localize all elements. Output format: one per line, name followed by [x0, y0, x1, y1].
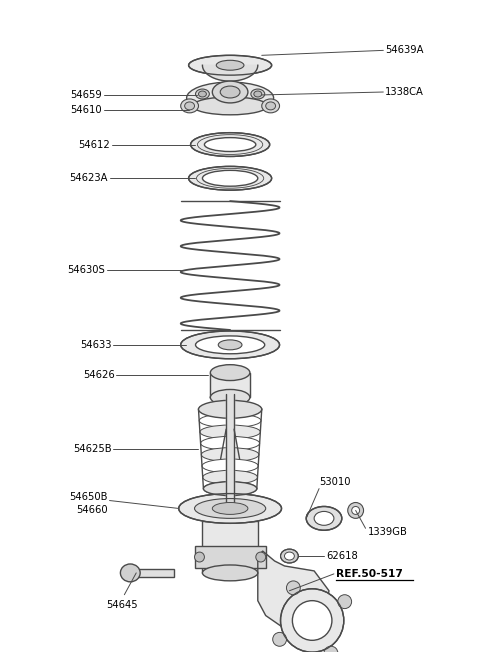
Bar [136, 569, 174, 577]
Ellipse shape [220, 86, 240, 98]
Text: 54630S: 54630S [67, 265, 105, 276]
Ellipse shape [200, 425, 260, 439]
Text: 54623A: 54623A [69, 174, 108, 183]
Text: 54639A: 54639A [385, 45, 424, 56]
Ellipse shape [204, 138, 256, 151]
Ellipse shape [338, 595, 352, 608]
Ellipse shape [352, 506, 360, 514]
Polygon shape [258, 551, 329, 635]
Ellipse shape [204, 481, 257, 496]
Ellipse shape [273, 632, 287, 646]
Ellipse shape [189, 55, 272, 75]
Text: 1338CA: 1338CA [385, 87, 424, 97]
Text: REF.50-517: REF.50-517 [336, 569, 403, 579]
Ellipse shape [187, 82, 274, 114]
Ellipse shape [201, 436, 260, 450]
Polygon shape [210, 373, 250, 398]
Ellipse shape [189, 166, 272, 190]
Ellipse shape [192, 97, 268, 115]
Ellipse shape [266, 102, 276, 110]
Ellipse shape [212, 81, 248, 103]
Text: 54612: 54612 [78, 140, 109, 149]
Ellipse shape [210, 365, 250, 381]
Bar [194, 546, 266, 568]
Ellipse shape [256, 552, 266, 562]
Ellipse shape [180, 99, 199, 113]
Ellipse shape [251, 89, 264, 99]
Text: 54610: 54610 [70, 105, 102, 115]
Ellipse shape [254, 91, 262, 97]
Ellipse shape [120, 564, 140, 582]
Ellipse shape [195, 89, 209, 99]
Text: 54650B: 54650B [69, 491, 108, 502]
Ellipse shape [218, 340, 242, 350]
Ellipse shape [203, 470, 257, 484]
Ellipse shape [314, 512, 334, 525]
Ellipse shape [195, 336, 264, 354]
Ellipse shape [210, 390, 250, 405]
Ellipse shape [194, 498, 266, 518]
Ellipse shape [201, 447, 259, 462]
Ellipse shape [199, 91, 206, 97]
Text: 54626: 54626 [83, 369, 114, 380]
Ellipse shape [287, 581, 300, 595]
Text: 62618: 62618 [326, 551, 358, 561]
Ellipse shape [348, 502, 363, 518]
Polygon shape [203, 66, 258, 81]
Ellipse shape [191, 133, 270, 157]
Ellipse shape [262, 99, 279, 113]
Ellipse shape [292, 601, 332, 641]
Polygon shape [226, 394, 234, 508]
Ellipse shape [202, 459, 258, 473]
Text: 1339GB: 1339GB [368, 527, 408, 537]
Text: 54659: 54659 [70, 90, 102, 100]
Ellipse shape [285, 552, 294, 560]
Text: 54625B: 54625B [73, 444, 111, 454]
Ellipse shape [199, 414, 261, 428]
Bar [203, 521, 258, 573]
Ellipse shape [199, 400, 262, 419]
Text: 53010: 53010 [319, 477, 350, 487]
Ellipse shape [203, 565, 258, 581]
Ellipse shape [306, 506, 342, 531]
Ellipse shape [180, 331, 279, 359]
Ellipse shape [194, 552, 204, 562]
Ellipse shape [204, 481, 257, 496]
Ellipse shape [280, 589, 344, 652]
Ellipse shape [179, 494, 281, 523]
Ellipse shape [216, 60, 244, 70]
Text: 54645: 54645 [107, 599, 138, 610]
Ellipse shape [199, 402, 262, 416]
Ellipse shape [280, 549, 298, 563]
Ellipse shape [324, 646, 338, 655]
Ellipse shape [185, 102, 194, 110]
Text: 54633: 54633 [80, 340, 111, 350]
Ellipse shape [203, 170, 258, 186]
Ellipse shape [212, 502, 248, 514]
Text: 54660: 54660 [76, 506, 108, 515]
